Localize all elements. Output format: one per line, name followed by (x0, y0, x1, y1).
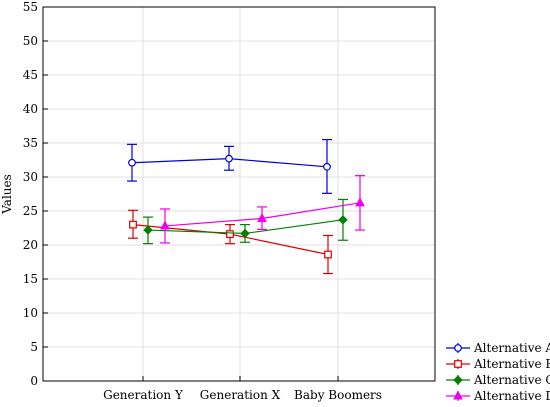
legend-item: Alternative A (446, 341, 550, 355)
x-tick-label: Baby Boomers (294, 388, 382, 402)
x-axis: Generation Y Generation X Baby Boomers (103, 376, 382, 402)
y-tick-label: 40 (23, 102, 38, 116)
series-alternative-b (128, 209, 333, 275)
series-alternative-c (143, 198, 348, 245)
legend-label: Alternative A (473, 341, 550, 355)
y-tick-label: 20 (23, 238, 38, 252)
data-point (240, 228, 250, 239)
series-group (127, 139, 365, 275)
data-point (257, 212, 267, 222)
legend-marker (454, 360, 462, 368)
data-point (160, 220, 170, 230)
data-point (129, 220, 137, 229)
data-point (324, 250, 332, 259)
legend-label: Alternative C (473, 373, 550, 387)
data-point (226, 230, 234, 239)
y-tick-label: 55 (23, 0, 38, 14)
y-axis-title: Values (0, 174, 14, 215)
legend-item: Alternative D (446, 389, 550, 403)
y-tick-label: 0 (30, 374, 38, 388)
data-point (143, 225, 153, 235)
legend-item: Alternative B (446, 357, 550, 371)
grid (43, 7, 435, 381)
y-tick-label: 15 (23, 272, 38, 286)
y-axis: 0 5 10 15 20 25 30 35 40 45 50 55 (23, 0, 48, 388)
data-point (355, 197, 365, 207)
data-point (225, 154, 233, 163)
legend-marker (454, 344, 462, 352)
y-tick-label: 45 (23, 68, 38, 82)
legend: Alternative A Alternative B Alternative C A… (446, 341, 550, 403)
legend-marker (453, 390, 463, 400)
legend-marker (453, 375, 463, 385)
x-tick-label: Generation Y (103, 388, 184, 402)
y-tick-label: 5 (30, 340, 38, 354)
y-tick-label: 30 (23, 170, 38, 184)
plot-frame (42, 6, 436, 382)
x-tick-label: Generation X (200, 388, 281, 402)
legend-label: Alternative B (473, 357, 550, 371)
legend-item: Alternative C (446, 373, 550, 387)
y-tick-label: 50 (23, 34, 38, 48)
series-alternative-a (127, 139, 332, 194)
y-tick-label: 25 (23, 204, 38, 218)
legend-label: Alternative D (473, 389, 550, 403)
data-point (128, 158, 136, 167)
series-alternative-d (160, 175, 365, 244)
data-point (323, 162, 331, 171)
y-tick-label: 35 (23, 136, 38, 150)
y-tick-label: 10 (23, 306, 38, 320)
data-point (338, 215, 348, 225)
